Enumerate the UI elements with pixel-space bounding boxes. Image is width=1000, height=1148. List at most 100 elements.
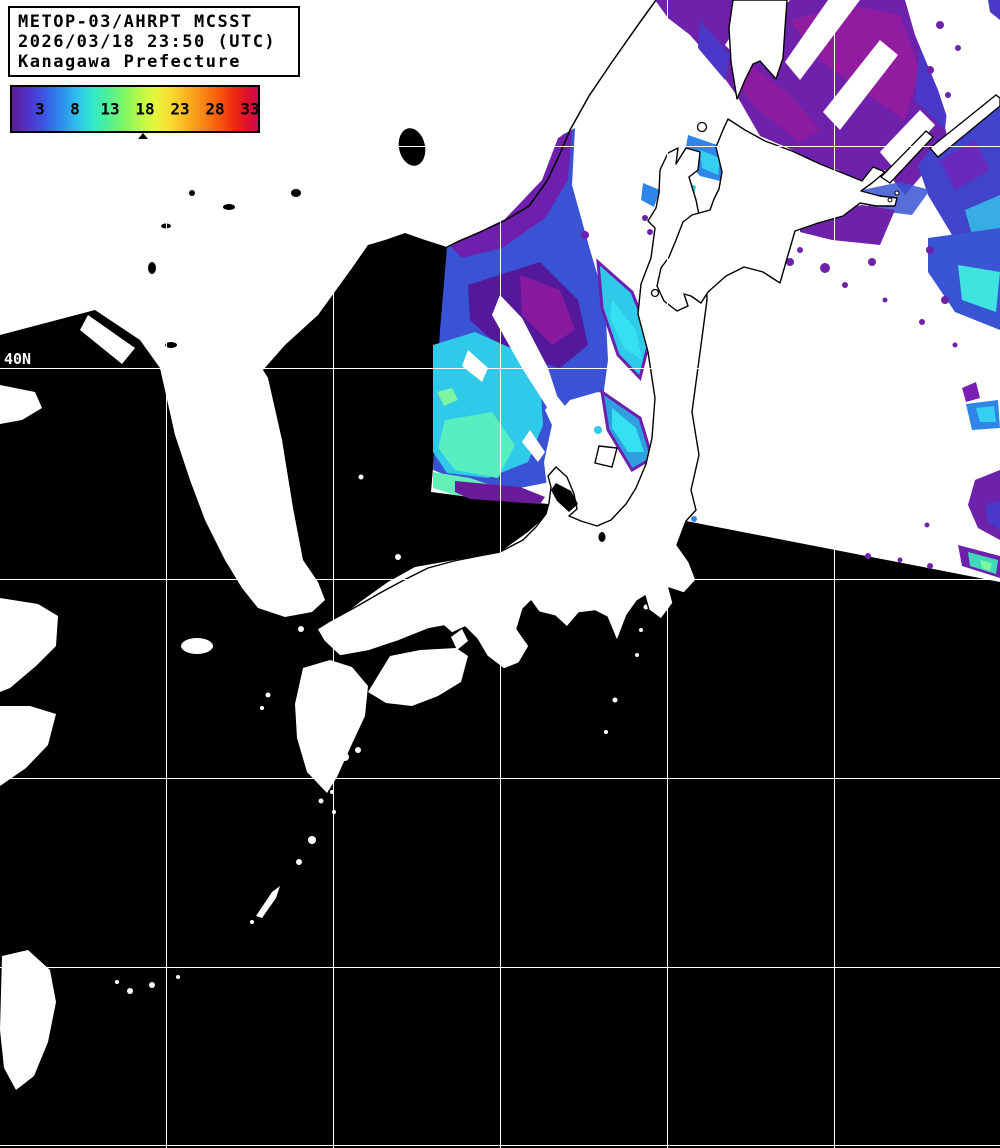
sst-speck [842, 282, 848, 288]
sst-speck [952, 342, 958, 348]
sst-okhotsk-indigo [915, 40, 950, 130]
lake-dot [189, 190, 195, 196]
island-dot [318, 798, 324, 804]
cloud-slash [492, 295, 560, 415]
sst-speck [936, 21, 944, 29]
sst-speck [865, 553, 871, 559]
island-sakhalin [728, 0, 788, 100]
sst-speck [786, 258, 794, 266]
island-dot [358, 474, 364, 480]
sst-corner-indigo [988, 0, 1000, 20]
island-dot [887, 197, 893, 203]
sst-patch-skyblue [641, 183, 660, 207]
island-dot [355, 747, 361, 753]
island-dot [604, 730, 608, 734]
lake-dot [291, 189, 301, 197]
title-datetime: 2026/03/18 23:50 (UTC) [18, 32, 277, 52]
title-box: METOP-03/AHRPT MCSST 2026/03/18 23:50 (U… [8, 6, 300, 77]
sst-speck [594, 426, 602, 434]
island-iturup [929, 94, 1000, 158]
sst-speck [691, 516, 697, 522]
sst-kuril-purple [940, 140, 990, 190]
cloud-slash [785, 0, 860, 80]
island-dot [115, 980, 119, 984]
sst-speck [642, 215, 648, 221]
sst-coastal-purple [450, 130, 572, 258]
sst-patch-cyan-core [700, 150, 720, 175]
land-layer [0, 0, 1000, 1090]
island-dot [250, 920, 254, 924]
cloud-slash [823, 40, 898, 130]
title-region: Kanagawa Prefecture [18, 52, 241, 72]
island-dot [265, 692, 271, 698]
island-dot [612, 697, 618, 703]
sst-speck [882, 297, 888, 303]
coastline-primorye [446, 0, 657, 248]
sst-patch-cyan-core [612, 408, 644, 452]
island-kyushu [295, 660, 368, 793]
latitude-label-40n: 40N [4, 350, 31, 368]
island-dot [894, 190, 900, 196]
sst-speck [820, 263, 830, 273]
cloud-slash [678, 60, 715, 105]
island-sado [594, 445, 618, 468]
cloud-slash [462, 350, 488, 382]
island-dot [127, 988, 133, 994]
sst-se-cyan [958, 265, 1000, 312]
colorbar-value: 18 [135, 99, 155, 119]
coast-china-south [0, 706, 56, 786]
lake-dot [223, 204, 235, 210]
cloud-region [905, 0, 1000, 120]
sst-patch-mint [437, 388, 458, 406]
lake-dot [148, 262, 156, 274]
sst-speck [581, 231, 589, 239]
coast-china-north [0, 598, 58, 692]
sst-speck [924, 522, 930, 528]
sst-edge-indigo [985, 500, 1000, 530]
sst-speck [647, 229, 653, 235]
sst-okhotsk-indigo [698, 20, 730, 80]
island-dot [296, 859, 302, 865]
island-iki [298, 626, 304, 632]
cloud-slash [522, 430, 545, 462]
island-shikoku [368, 648, 468, 706]
island-dot [639, 628, 643, 632]
island-dot [635, 653, 639, 657]
lake-biwa [598, 532, 606, 542]
sst-okhotsk-magenta [735, 60, 820, 142]
colorbar-value: 28 [205, 99, 225, 119]
colorbar-value: 23 [170, 99, 190, 119]
toyama-bay [551, 483, 578, 512]
island-honshu [316, 147, 708, 670]
island-rishiri [696, 121, 708, 133]
island-tsushima [282, 590, 296, 616]
temperature-colorbar: 3 8 13 18 23 28 33 [10, 85, 260, 139]
cloud-slash [880, 110, 935, 170]
colorbar-value: 33 [240, 99, 260, 119]
sst-speck [941, 296, 949, 304]
island-dot [308, 836, 316, 844]
sst-speck [927, 563, 933, 569]
sst-speck [926, 66, 934, 74]
colorbar-value: 3 [35, 99, 45, 119]
sst-edge-streak-mint [980, 560, 992, 571]
sst-kuril-cyan [965, 195, 1000, 235]
sst-speck [955, 45, 961, 51]
sst-edge-cyan [976, 406, 996, 422]
lake-dot [165, 342, 177, 348]
island-dot [176, 975, 180, 979]
sst-speck [919, 319, 925, 325]
island-hokkaido [656, 118, 898, 312]
sst-speck [868, 258, 876, 266]
sst-patch-cyan-core [610, 300, 642, 360]
sst-edge-purple [962, 382, 980, 402]
island-dot [260, 706, 264, 710]
island-taiwan [0, 950, 56, 1090]
colorbar-value: 8 [70, 99, 80, 119]
island-okinawa [256, 886, 280, 918]
island-dot [149, 982, 155, 988]
colorbar-marker [137, 133, 148, 139]
